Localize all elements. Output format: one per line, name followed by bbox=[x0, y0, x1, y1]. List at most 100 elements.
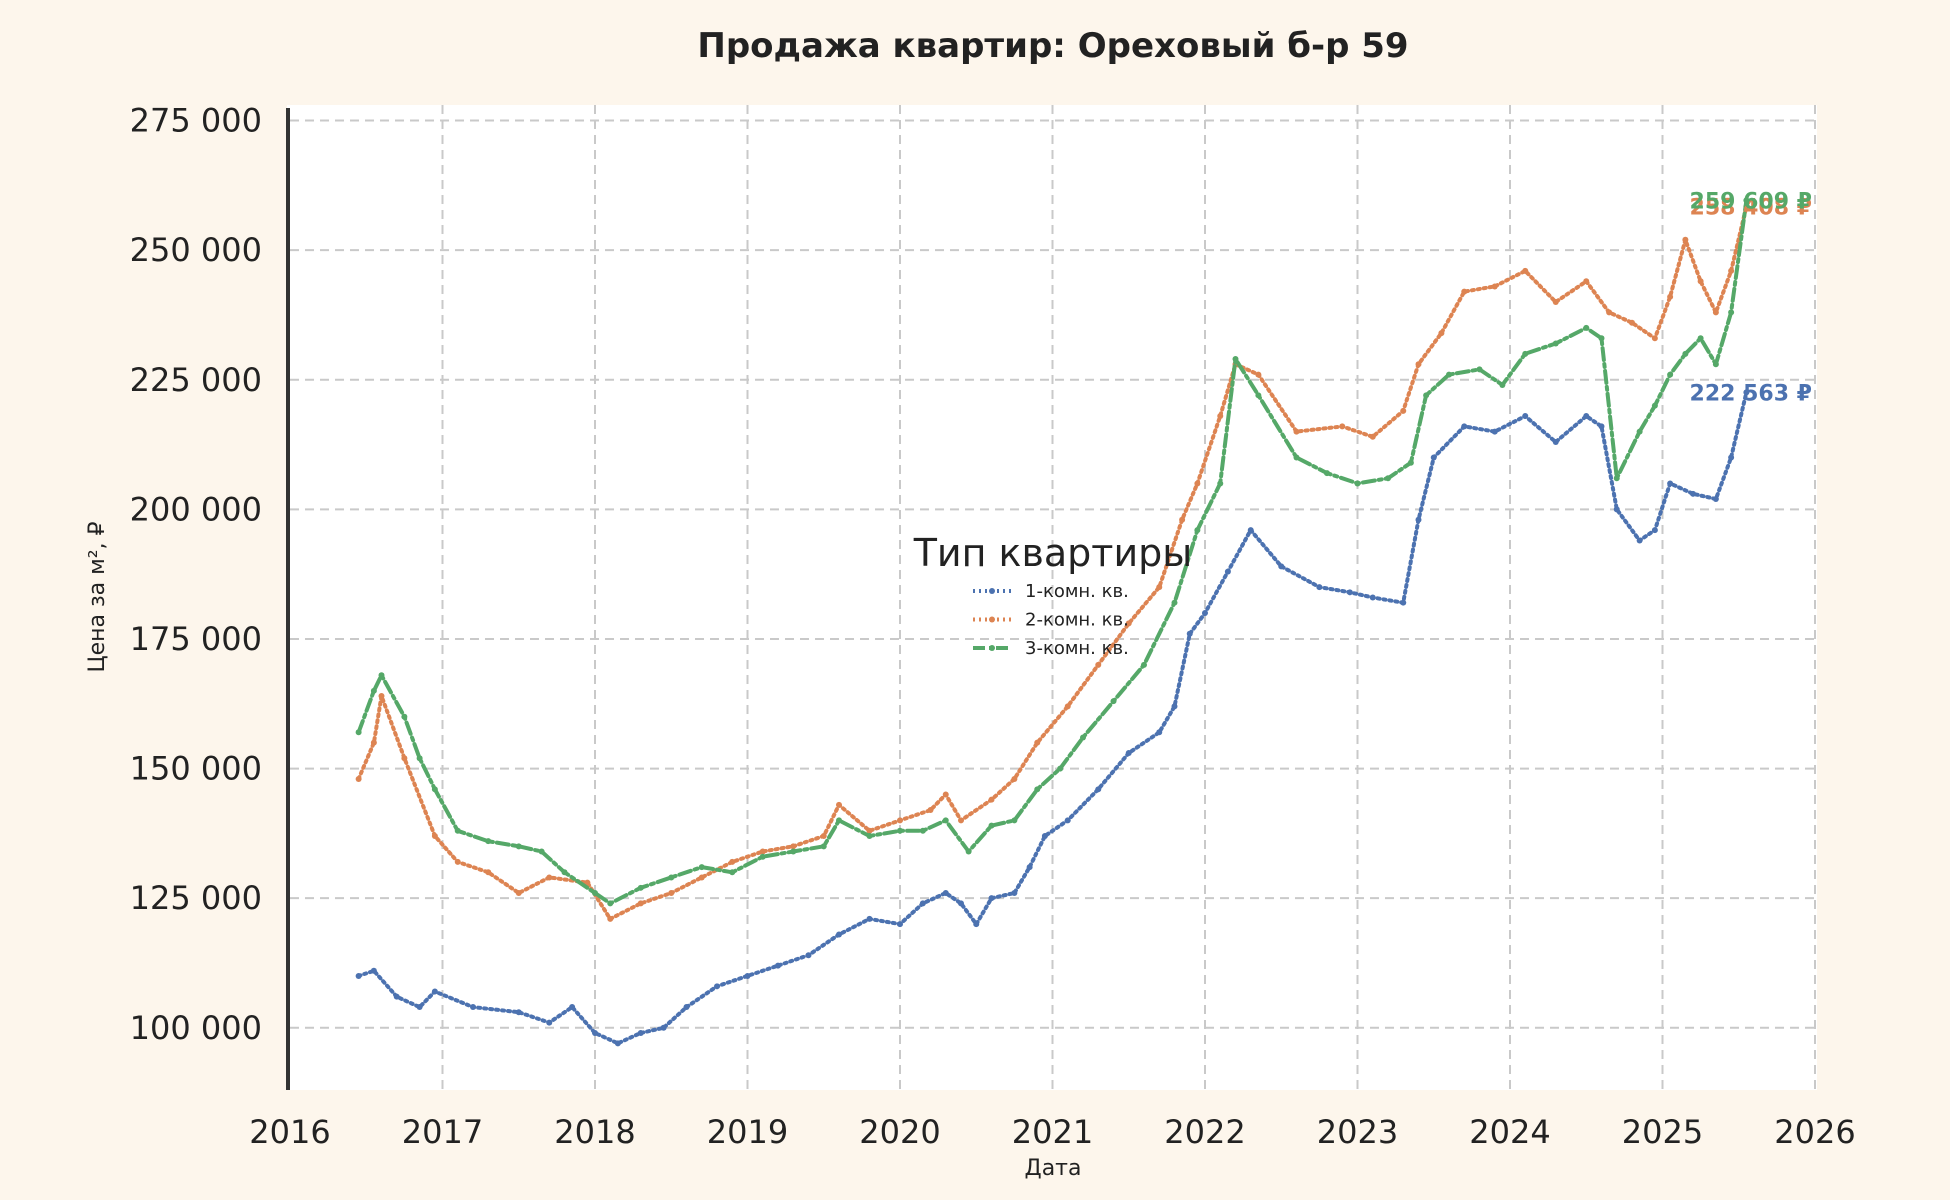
data-point bbox=[1499, 381, 1506, 388]
data-point bbox=[1064, 817, 1071, 824]
data-point bbox=[1712, 496, 1719, 502]
data-point bbox=[592, 890, 598, 896]
data-point bbox=[1712, 361, 1719, 368]
data-point bbox=[698, 864, 705, 871]
data-point bbox=[1011, 775, 1018, 782]
data-point bbox=[538, 848, 545, 855]
data-point bbox=[1583, 324, 1590, 331]
data-point bbox=[668, 874, 675, 881]
data-point bbox=[1407, 459, 1414, 466]
data-point bbox=[1278, 563, 1285, 570]
data-point bbox=[1064, 703, 1071, 710]
data-point bbox=[1224, 568, 1231, 575]
data-point bbox=[1011, 890, 1018, 896]
y-tick-label: 275 000 bbox=[130, 102, 262, 140]
data-point bbox=[370, 687, 377, 694]
data-point bbox=[897, 921, 903, 928]
data-point bbox=[454, 827, 461, 834]
y-tick-label: 250 000 bbox=[130, 231, 262, 269]
data-point bbox=[1255, 392, 1262, 399]
data-point bbox=[1667, 293, 1674, 300]
data-point bbox=[729, 869, 736, 876]
data-point bbox=[1369, 594, 1376, 601]
data-point bbox=[1461, 423, 1468, 430]
legend-label: 2-комн. кв. bbox=[1025, 610, 1129, 631]
data-point bbox=[454, 858, 461, 865]
data-point bbox=[729, 858, 736, 865]
data-point bbox=[866, 915, 873, 922]
data-point bbox=[775, 962, 781, 969]
data-point bbox=[1202, 610, 1208, 617]
y-tick-label: 200 000 bbox=[130, 490, 262, 528]
legend-label: 3-комн. кв. bbox=[1025, 638, 1129, 659]
data-point bbox=[759, 853, 766, 860]
data-point bbox=[1011, 817, 1018, 824]
data-point bbox=[592, 1029, 598, 1036]
data-point bbox=[370, 739, 377, 746]
data-point bbox=[988, 822, 995, 829]
y-tick-label: 100 000 bbox=[130, 1009, 262, 1047]
chart-title: Продажа квартир: Ореховый б-р 59 bbox=[697, 26, 1408, 66]
data-point bbox=[1682, 236, 1689, 243]
data-point bbox=[1598, 335, 1605, 342]
data-point bbox=[1324, 470, 1330, 477]
data-point bbox=[836, 801, 842, 808]
data-point bbox=[1194, 480, 1201, 487]
data-point bbox=[1491, 428, 1498, 435]
data-point bbox=[1194, 527, 1201, 534]
data-point bbox=[1095, 786, 1102, 793]
data-point bbox=[1446, 371, 1452, 378]
data-point bbox=[1522, 267, 1529, 274]
series-1 bbox=[355, 389, 1750, 1047]
data-point bbox=[1667, 480, 1674, 487]
legend-item: 1-комн. кв. bbox=[973, 581, 1129, 602]
data-point bbox=[1438, 330, 1445, 337]
y-tick-label: 175 000 bbox=[130, 620, 262, 658]
data-point bbox=[1613, 475, 1620, 482]
data-point bbox=[1232, 356, 1239, 363]
data-point bbox=[1430, 454, 1437, 461]
x-tick-label: 2020 bbox=[859, 1113, 940, 1151]
data-point bbox=[660, 1024, 667, 1031]
data-point bbox=[1491, 283, 1498, 290]
data-point bbox=[355, 729, 362, 736]
y-tick-label: 225 000 bbox=[130, 361, 262, 399]
data-point bbox=[668, 890, 675, 896]
data-point bbox=[1125, 620, 1132, 627]
data-point bbox=[1141, 661, 1147, 668]
data-point bbox=[790, 843, 797, 850]
data-point bbox=[1476, 366, 1483, 373]
data-point bbox=[1415, 516, 1422, 523]
data-point bbox=[790, 848, 797, 855]
legend-marker bbox=[989, 588, 995, 594]
x-tick-label: 2017 bbox=[402, 1113, 483, 1151]
data-point bbox=[942, 791, 949, 798]
data-point bbox=[569, 1004, 576, 1011]
data-point bbox=[1690, 490, 1696, 497]
data-point bbox=[958, 900, 964, 907]
data-point bbox=[988, 796, 995, 803]
data-point bbox=[1583, 278, 1590, 285]
data-point bbox=[1171, 599, 1178, 606]
data-point bbox=[1316, 584, 1323, 591]
data-point bbox=[1156, 729, 1163, 736]
data-point bbox=[1743, 389, 1750, 396]
data-point bbox=[1583, 413, 1590, 420]
data-point bbox=[485, 838, 492, 845]
data-point bbox=[1728, 309, 1735, 316]
y-axis-label: Цена за м², ₽ bbox=[85, 521, 110, 672]
data-point bbox=[401, 755, 408, 762]
legend-item: 2-комн. кв. bbox=[973, 610, 1129, 631]
data-point bbox=[1651, 527, 1658, 534]
data-point bbox=[1613, 506, 1620, 513]
data-point bbox=[1186, 630, 1193, 637]
x-tick-label: 2022 bbox=[1164, 1113, 1245, 1151]
data-point bbox=[1636, 537, 1643, 544]
legend: Тип квартиры 1-комн. кв. 2-комн. кв. 3-ком… bbox=[913, 531, 1193, 659]
data-point bbox=[1255, 371, 1262, 378]
data-point bbox=[1598, 423, 1605, 430]
data-point bbox=[370, 967, 377, 974]
x-tick-label: 2021 bbox=[1012, 1113, 1093, 1151]
data-point bbox=[546, 1019, 553, 1026]
